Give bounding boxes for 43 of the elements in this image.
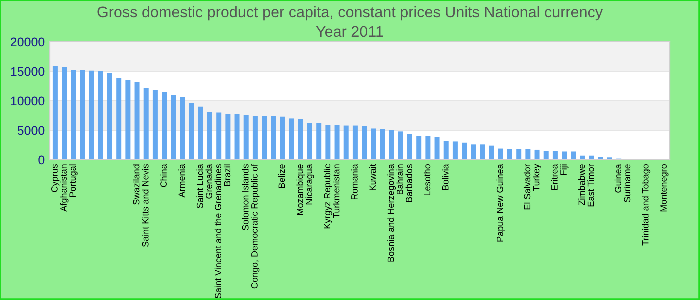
x-tick-label: Kyrgyz Republic (324, 164, 332, 229)
x-tick-label: Afghanistan (60, 164, 69, 212)
x-tick-label: Romania (351, 164, 358, 200)
x-tick-label: Armenia (178, 164, 186, 198)
x-tick-label: Bahrain (396, 164, 404, 195)
x-tick-label: Saint Vincent and the Grenadines (214, 164, 222, 299)
x-tick-label: Zimbabwe (578, 164, 586, 206)
x-tick-label: Grenada (206, 164, 212, 199)
x-tick-label: Barbados (406, 164, 412, 202)
x-tick-label: Papua New Guinea (496, 164, 506, 242)
chart-subtitle: Year 2011 (316, 26, 384, 38)
x-tick-label: Swaziland (133, 164, 140, 205)
x-tick-label: Nicaragua (306, 164, 314, 205)
x-tick-label: China (160, 164, 167, 188)
x-tick-label: Saint Lucia (196, 164, 204, 208)
y-tick-label: 5000 (18, 126, 45, 136)
x-tick-label: Turkey (533, 164, 542, 192)
x-tick-label: Fiji (560, 164, 569, 175)
x-tick-label: East Timor (588, 164, 594, 207)
y-tick-label: 15000 (11, 67, 45, 76)
x-tick-label: Portugal (69, 164, 78, 198)
chart-title: Gross domestic product per capita, constant prices Units National currency (98, 6, 604, 21)
x-tick-label: Kuwait (369, 164, 376, 191)
x-tick-label: Bosnia and Herzegovina (388, 164, 396, 262)
x-tick-label: Eritrea (551, 164, 558, 190)
x-tick-label: Congo, Democratic Republic of (251, 164, 260, 289)
x-tick-label: El Salvador (524, 164, 531, 210)
x-tick-label: Bolivia (442, 164, 449, 190)
x-tick-label: Suriname (624, 164, 631, 202)
x-tick-label: Saint Kitts and Nevis (142, 164, 149, 248)
x-tick-label: Turkmenistan (333, 164, 340, 218)
x-tick-label: Lesotho (424, 164, 431, 196)
x-tick-label: Solomon Islands (242, 164, 249, 230)
x-tick-label: Belize (278, 164, 286, 188)
y-tick-label: 0 (38, 156, 45, 165)
x-tick-label: Montenegro (660, 164, 669, 212)
x-tick-label: Brazil (224, 164, 231, 186)
x-tick-label: Trinidad and Tobago (642, 164, 651, 246)
y-tick-label: 20000 (11, 38, 45, 47)
x-tick-label: Cyprus (51, 164, 60, 192)
x-tick-label: Mozambique (296, 164, 306, 216)
y-tick-label: 10000 (11, 96, 45, 106)
x-tick-label: Guinea (614, 164, 622, 193)
